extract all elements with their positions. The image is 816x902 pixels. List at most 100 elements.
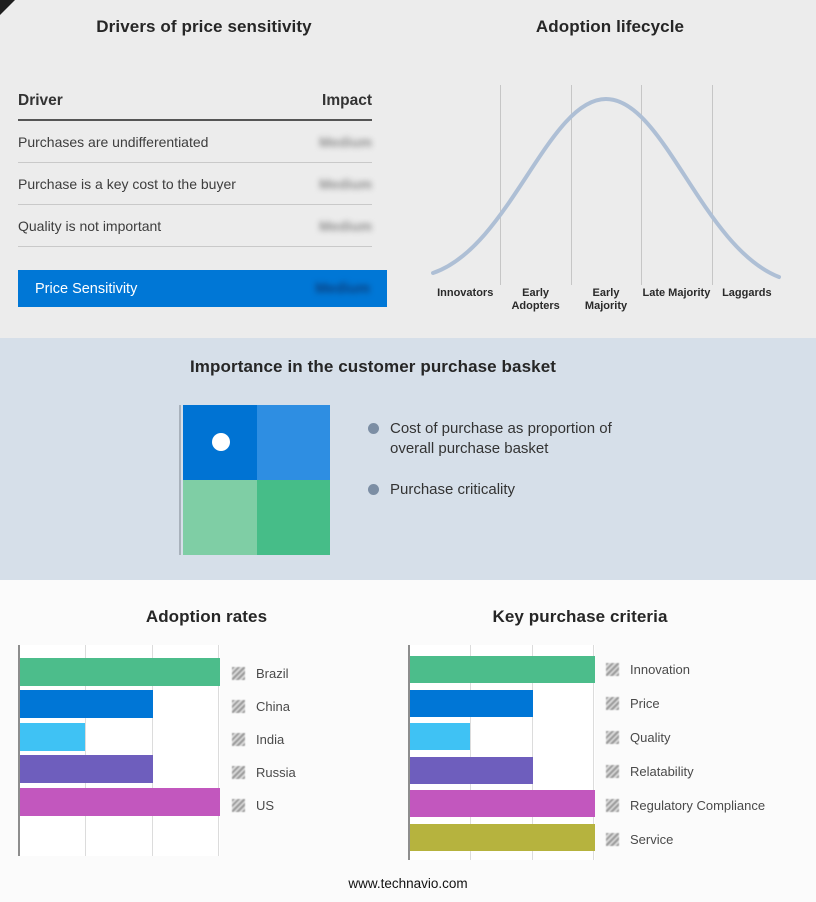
- bar-us: [20, 788, 220, 816]
- key-criteria-legend: Innovation Price Quality Relatability Re…: [606, 661, 766, 847]
- legend-label: Innovation: [630, 661, 690, 677]
- gridline: [85, 645, 86, 856]
- legend-item: Relatability: [606, 763, 765, 779]
- lifecycle-curve: [431, 96, 781, 279]
- legend-item: Service: [606, 831, 765, 847]
- bar-service: [410, 824, 595, 851]
- bullet-text: Purchase criticality: [390, 481, 516, 498]
- gridline: [712, 85, 713, 285]
- quadrant-cell-bottom-left: [183, 480, 257, 555]
- legend-swatch: [606, 764, 619, 778]
- gridline: [218, 645, 219, 856]
- table-row: Purchases are undifferentiated Medium: [18, 121, 372, 163]
- driver-column-header: Driver: [18, 92, 63, 109]
- bullet-icon: [368, 484, 379, 495]
- gridline: [470, 645, 471, 860]
- stage-label: Laggards: [722, 287, 772, 299]
- basket-title: Importance in the customer purchase bask…: [189, 357, 557, 376]
- legend-item: China: [232, 698, 296, 714]
- drivers-title: Drivers of price sensitivity: [96, 17, 312, 36]
- legend-swatch: [606, 730, 619, 744]
- legend-swatch: [606, 696, 619, 710]
- driver-cell: Quality is not important: [18, 217, 162, 234]
- legend-item: Quality: [606, 729, 765, 745]
- adoption-rates-title: Adoption rates: [145, 607, 268, 626]
- impact-column-header: Impact: [322, 92, 372, 109]
- price-sensitivity-label: Price Sensitivity: [35, 280, 138, 297]
- impact-cell-blurred: Medium: [319, 217, 372, 234]
- legend-label: Relatability: [630, 763, 694, 779]
- impact-cell-blurred: Medium: [319, 133, 372, 150]
- adoption-rates-legend: Brazil China India Russia US: [232, 665, 296, 813]
- table-row: Purchase is a key cost to the buyer Medi…: [18, 163, 372, 205]
- legend-item: India: [232, 731, 296, 747]
- legend-label: US: [256, 797, 275, 813]
- gridline: [500, 85, 501, 285]
- legend-item: Regulatory Compliance: [606, 797, 766, 813]
- legend-item: Innovation: [606, 661, 765, 677]
- gridline: [571, 85, 572, 285]
- lifecycle-stage-labels: Innovators Early Adopters Early Majority…: [430, 287, 782, 313]
- gridline: [593, 645, 594, 860]
- key-criteria-title: Key purchase criteria: [492, 607, 668, 626]
- legend-label: Russia: [256, 764, 296, 780]
- legend-swatch: [232, 798, 245, 812]
- lifecycle-title: Adoption lifecycle: [535, 17, 685, 36]
- legend-item: Price: [606, 695, 765, 711]
- bar-price: [410, 690, 533, 717]
- bar-china: [20, 690, 153, 718]
- adoption-rates-chart: [18, 645, 220, 856]
- legend-item: Russia: [232, 764, 296, 780]
- quadrant-axis-line: [179, 405, 181, 555]
- driver-cell: Purchases are undifferentiated: [18, 133, 209, 150]
- basket-bullet: Purchase criticality: [368, 480, 660, 500]
- footer-url: www.technavio.com: [348, 876, 468, 891]
- basket-band-background: [0, 338, 816, 580]
- price-sensitivity-impact-blurred: Medium: [315, 280, 370, 297]
- bar-brazil: [20, 658, 220, 686]
- legend-label: Quality: [630, 729, 671, 745]
- basket-bullet: Cost of purchase as proportion of overal…: [368, 419, 660, 460]
- driver-cell: Purchase is a key cost to the buyer: [18, 175, 236, 192]
- legend-label: Service: [630, 831, 674, 847]
- gridline: [532, 645, 533, 860]
- legend-label: Brazil: [256, 665, 289, 681]
- bar-quality: [410, 723, 471, 750]
- legend-label: Price: [630, 695, 660, 711]
- legend-label: India: [256, 731, 285, 747]
- drivers-table-header: Driver Impact: [18, 92, 372, 121]
- legend-label: Regulatory Compliance: [630, 797, 766, 813]
- quadrant-cell-top-right: [256, 405, 330, 480]
- lifecycle-chart: [430, 85, 782, 285]
- key-criteria-chart: [408, 645, 595, 860]
- bar-russia: [20, 755, 153, 783]
- legend-swatch: [606, 832, 619, 846]
- gridline: [641, 85, 642, 285]
- table-row: Quality is not important Medium: [18, 205, 372, 247]
- bullet-text: Cost of purchase as proportion of overal…: [390, 420, 612, 458]
- stage-label: Early Adopters: [511, 287, 560, 313]
- legend-swatch: [606, 798, 619, 812]
- y-axis-line: [408, 645, 410, 860]
- lifecycle-curve-path: [431, 96, 781, 279]
- legend-swatch: [232, 732, 245, 746]
- stage-label: Early Majority: [584, 287, 628, 313]
- legend-item: US: [232, 797, 296, 813]
- bullet-icon: [368, 423, 379, 434]
- legend-swatch: [606, 662, 619, 676]
- legend-swatch: [232, 699, 245, 713]
- price-sensitivity-bar: Price Sensitivity Medium: [18, 270, 387, 307]
- bar-innovation: [410, 656, 595, 683]
- impact-cell-blurred: Medium: [319, 175, 372, 192]
- stage-label: Innovators: [437, 287, 494, 299]
- bar-regulatory-compliance: [410, 790, 595, 817]
- y-axis-line: [18, 645, 20, 856]
- legend-label: China: [256, 698, 290, 714]
- quadrant-marker-dot: [212, 433, 230, 451]
- stage-label: Late Majority: [642, 287, 711, 299]
- drivers-table: Driver Impact Purchases are undifferenti…: [18, 92, 372, 247]
- bar-relatability: [410, 757, 533, 784]
- bar-india: [20, 723, 86, 751]
- gridline: [152, 645, 153, 856]
